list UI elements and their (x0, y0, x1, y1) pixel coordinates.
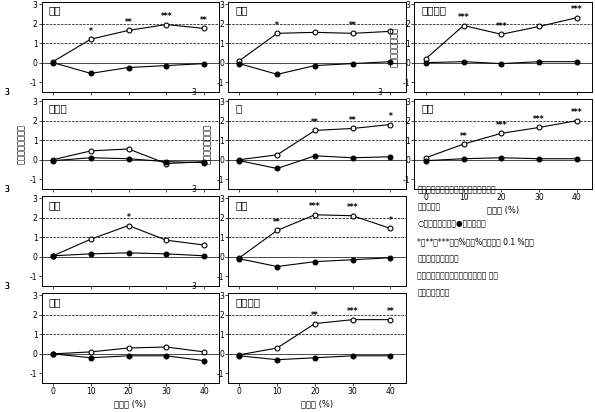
Text: ***: *** (347, 203, 359, 212)
Text: しっとり: しっとり (422, 6, 447, 16)
Text: *: * (389, 216, 393, 225)
Text: ○，ごはんパン；●，米粉パン: ○，ごはんパン；●，米粉パン (418, 220, 486, 229)
Text: 3: 3 (5, 185, 10, 194)
Text: 色相: 色相 (49, 200, 61, 210)
Text: すだち: すだち (49, 103, 67, 113)
Text: ***: *** (458, 13, 469, 22)
Text: **: ** (349, 21, 356, 30)
Text: 3: 3 (5, 283, 10, 291)
Text: 香り: 香り (49, 297, 61, 307)
Y-axis label: 官能評価ポイント: 官能評価ポイント (390, 27, 399, 67)
Text: ***: *** (347, 307, 359, 316)
Text: ***: *** (571, 5, 583, 14)
Text: （男６女３））: （男６女３）） (418, 289, 450, 298)
Text: ***: *** (496, 121, 507, 130)
X-axis label: 置換率 (%): 置換率 (%) (487, 205, 519, 214)
Text: ***: *** (309, 202, 321, 211)
Text: 3: 3 (191, 283, 196, 291)
Text: **: ** (349, 116, 356, 125)
Text: 総合: 総合 (49, 6, 61, 16)
Text: *，**，***：５%，１%，および 0.1 %以下: *，**，***：５%，１%，および 0.1 %以下 (418, 237, 534, 246)
Text: **: ** (311, 118, 319, 127)
Text: 3: 3 (378, 88, 383, 97)
Text: 図２パン内相の官能評価（小麦粉パン: 図２パン内相の官能評価（小麦粉パン (418, 185, 496, 194)
Y-axis label: 官能評価ポイント: 官能評価ポイント (203, 124, 212, 164)
Text: **: ** (311, 311, 319, 320)
Text: もちもち: もちもち (235, 297, 260, 307)
Text: **: ** (125, 18, 133, 27)
Text: ***: *** (533, 115, 545, 124)
Text: 触感: 触感 (235, 6, 248, 16)
Y-axis label: 官能評価ポイント: 官能評価ポイント (17, 124, 26, 164)
Text: 3: 3 (5, 283, 10, 291)
Text: ***: *** (496, 22, 507, 31)
Text: ***: *** (161, 12, 172, 21)
Text: 味: 味 (235, 103, 242, 113)
Text: *: * (275, 21, 279, 30)
Text: **: ** (460, 131, 468, 140)
Text: 3: 3 (5, 185, 10, 194)
Text: *: * (127, 213, 130, 222)
Text: 3: 3 (191, 185, 196, 194)
Text: *: * (89, 27, 93, 36)
Text: 3: 3 (5, 88, 10, 97)
X-axis label: 置換率 (%): 置換率 (%) (301, 399, 333, 408)
Text: 3: 3 (5, 88, 10, 97)
Text: との比較）: との比較） (418, 202, 440, 211)
Text: の危険率で有意差有: の危険率で有意差有 (418, 254, 459, 263)
Text: 甘味: 甘味 (422, 103, 434, 113)
Text: 3: 3 (191, 88, 196, 97)
Text: ***: *** (571, 108, 583, 117)
Text: （パネルは北陸研究センター職員 ９名: （パネルは北陸研究センター職員 ９名 (418, 272, 499, 281)
Text: **: ** (273, 218, 281, 227)
Text: 硬さ: 硬さ (235, 200, 248, 210)
Text: *: * (389, 112, 393, 121)
Text: **: ** (387, 307, 394, 316)
X-axis label: 置換率 (%): 置換率 (%) (114, 399, 146, 408)
Text: **: ** (200, 16, 208, 25)
